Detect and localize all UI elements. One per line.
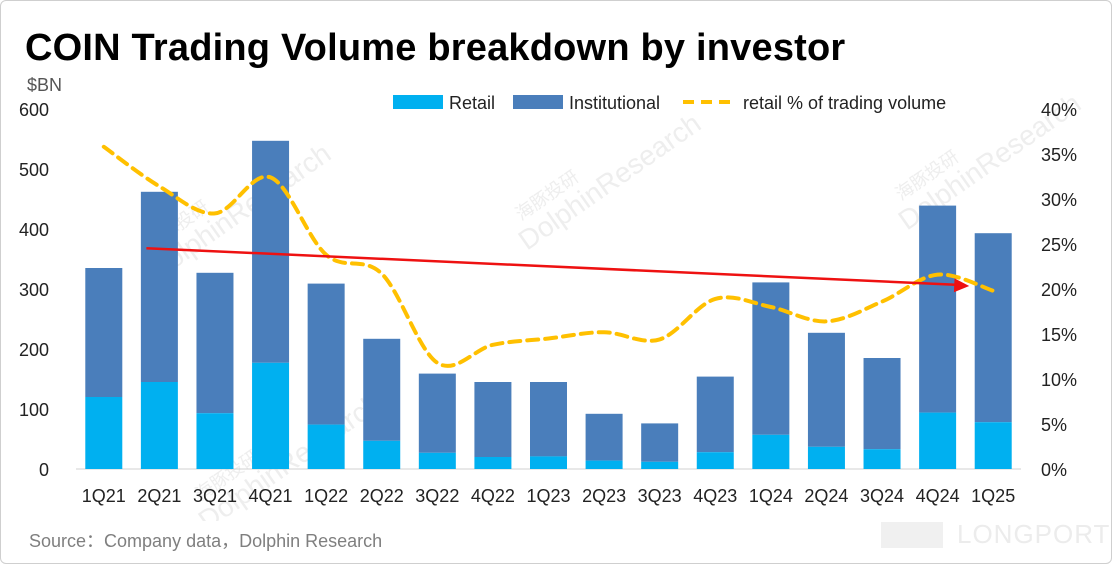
y2-tick-label: 40% (1041, 100, 1077, 120)
bar-institutional (307, 283, 345, 425)
legend-swatch-retail (393, 95, 443, 109)
bar-institutional (530, 382, 567, 457)
y2-tick-label: 35% (1041, 145, 1077, 165)
x-tick-label: 2Q22 (360, 486, 404, 506)
axes-layer: 0 100 200 300 400 500 600 0% 5% 10% 15% 20% 25% 30% 35… (19, 75, 1077, 506)
bar-institutional (140, 191, 178, 382)
bar-retail (530, 456, 567, 469)
y2-tick-label: 0% (1041, 460, 1067, 480)
y2-tick-label: 10% (1041, 370, 1077, 390)
y-tick-label: 200 (19, 340, 49, 360)
x-tick-label: 1Q22 (304, 486, 348, 506)
x-tick-label: 2Q21 (137, 486, 181, 506)
brand-logo-icon (881, 521, 943, 548)
y-axis-label: $BN (27, 75, 62, 95)
bar-retail (696, 452, 734, 469)
bar-retail (85, 397, 123, 469)
x-tick-label: 3Q22 (415, 486, 459, 506)
x-tick-label: 3Q21 (193, 486, 237, 506)
bar-institutional (696, 376, 734, 453)
x-tick-label: 3Q24 (860, 486, 904, 506)
bar-institutional (863, 358, 901, 450)
y-tick-label: 0 (39, 460, 49, 480)
bar-institutional (919, 205, 957, 413)
chart-title: COIN Trading Volume breakdown by investo… (25, 27, 846, 69)
legend-swatch-institutional (513, 95, 563, 109)
bar-institutional (418, 373, 456, 453)
bar-institutional (974, 233, 1012, 423)
x-tick-label: 1Q25 (971, 486, 1015, 506)
x-tick-label: 2Q24 (804, 486, 848, 506)
legend-label-institutional: Institutional (569, 93, 660, 113)
y-tick-label: 600 (19, 100, 49, 120)
x-tick-label: 4Q21 (249, 486, 293, 506)
bar-retail (863, 449, 901, 469)
bar-retail (196, 413, 234, 469)
legend: Retail Institutional retail % of trading v… (393, 93, 946, 113)
y-tick-label: 300 (19, 280, 49, 300)
bar-retail (363, 440, 401, 469)
y2-tick-label: 15% (1041, 325, 1077, 345)
y2-tick-label: 5% (1041, 415, 1067, 435)
bar-retail (252, 362, 290, 469)
chart-svg: 海豚投研DolphinResearch海豚投研DolphinResearch海豚… (19, 75, 1086, 521)
y2-tick-label: 25% (1041, 235, 1077, 255)
bar-retail (585, 460, 623, 469)
bar-retail (418, 452, 456, 469)
x-tick-label: 2Q23 (582, 486, 626, 506)
bar-retail (474, 457, 512, 469)
y2-tick-label: 20% (1041, 280, 1077, 300)
x-tick-label: 4Q22 (471, 486, 515, 506)
x-tick-label: 1Q23 (526, 486, 570, 506)
bar-institutional (641, 423, 679, 462)
x-tick-label: 1Q21 (82, 486, 126, 506)
source-note: Source：Company data，Dolphin Research (29, 531, 383, 551)
x-tick-label: 3Q23 (638, 486, 682, 506)
bar-retail (974, 422, 1012, 469)
bar-institutional (585, 413, 623, 461)
bar-retail (919, 412, 957, 469)
bar-institutional (85, 268, 123, 397)
trend-arrow-head (953, 278, 970, 293)
x-tick-label: 4Q24 (916, 486, 960, 506)
watermark-en: DolphinResearch (513, 107, 707, 256)
brand-mark: LONGPORT (881, 519, 1110, 550)
trend-arrow-line (146, 246, 962, 287)
brand-text: LONGPORT (957, 519, 1111, 549)
bar-retail (641, 461, 679, 469)
y-tick-label: 500 (19, 160, 49, 180)
bar-retail (140, 382, 178, 469)
line-layer (101, 144, 996, 368)
bar-institutional (363, 338, 401, 441)
x-tick-label: 1Q24 (749, 486, 793, 506)
bar-retail (307, 424, 345, 469)
y-tick-label: 400 (19, 220, 49, 240)
bar-institutional (474, 382, 512, 457)
y2-tick-label: 30% (1041, 190, 1077, 210)
trend-arrow-layer (146, 246, 970, 293)
legend-label-line: retail % of trading volume (743, 93, 946, 113)
legend-label-retail: Retail (449, 93, 495, 113)
bars-layer (85, 140, 1012, 469)
y-tick-label: 100 (19, 400, 49, 420)
bar-retail (752, 434, 790, 469)
retail-pct-line (101, 144, 996, 368)
bar-retail (807, 446, 845, 469)
x-tick-label: 4Q23 (693, 486, 737, 506)
bar-institutional (252, 140, 290, 363)
bar-institutional (196, 272, 234, 414)
bar-institutional (807, 332, 845, 447)
